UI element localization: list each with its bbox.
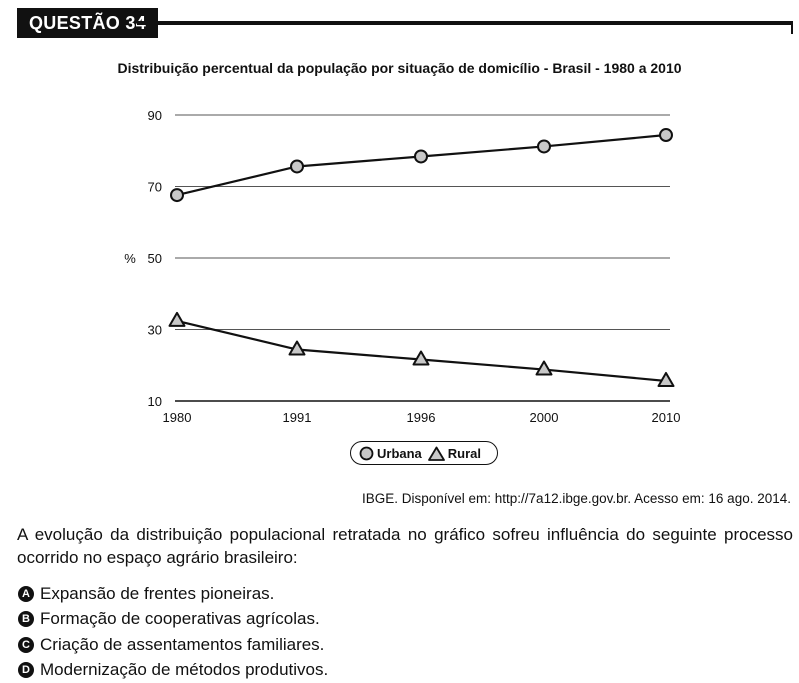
option-c[interactable]: C Criação de assentamentos familiares. — [18, 632, 328, 658]
x-tick-label: 1980 — [163, 410, 192, 425]
data-point-rural — [412, 350, 430, 366]
data-point-rural — [288, 340, 306, 356]
question-text: A evolução da distribuição populacional … — [17, 525, 793, 567]
x-tick-label: 2000 — [530, 410, 559, 425]
option-b-letter-icon: B — [18, 611, 34, 628]
option-a[interactable]: A Expansão de frentes pioneiras. — [18, 581, 328, 607]
data-point-urbana — [659, 128, 673, 143]
data-point-urbana — [414, 149, 428, 164]
y-tick-label: 50 — [148, 251, 162, 266]
option-c-letter-icon: C — [18, 636, 34, 653]
data-point-rural — [168, 311, 186, 327]
x-tick-label: 1996 — [407, 410, 436, 425]
legend-triangle-icon — [427, 446, 445, 461]
y-tick-label: 10 — [148, 394, 162, 409]
option-a-letter-icon: A — [18, 585, 34, 602]
chart-legend: Urbana Rural — [350, 441, 498, 465]
header-rule-end — [791, 21, 793, 34]
x-tick-label: 2010 — [652, 410, 681, 425]
data-point-rural — [535, 360, 553, 376]
header-rule — [137, 21, 793, 25]
legend-item-urbana: Urbana — [359, 446, 422, 461]
question-header: QUESTÃO 34 — [17, 8, 793, 38]
chart-title: Distribuição percentual da população por… — [117, 60, 682, 76]
legend-label-urbana: Urbana — [377, 445, 422, 461]
option-c-text: Criação de assentamentos familiares. — [40, 634, 325, 654]
line-chart: 90 70 50 30 10% 1980 1991 1996 2000 2010 — [124, 108, 681, 425]
option-b[interactable]: B Formação de cooperativas agrícolas. — [18, 607, 328, 633]
data-point-urbana — [537, 139, 551, 154]
data-point-urbana — [290, 159, 304, 174]
option-d[interactable]: D Modernização de métodos produtivos. — [18, 658, 328, 683]
y-axis-label: % — [124, 251, 136, 266]
answer-options: A Expansão de frentes pioneiras. B Forma… — [18, 581, 328, 683]
y-tick-label: 90 — [148, 108, 162, 123]
legend-item-rural: Rural — [427, 445, 482, 461]
y-tick-label: 70 — [148, 180, 162, 195]
question-number-badge: QUESTÃO 34 — [17, 8, 159, 38]
x-tick-label: 1991 — [283, 410, 312, 425]
option-d-text: Modernização de métodos produtivos. — [40, 660, 329, 680]
source-citation: IBGE. Disponível em: http://7a12.ibge.go… — [361, 491, 791, 506]
data-point-rural — [657, 371, 675, 387]
data-point-urbana — [170, 188, 184, 203]
legend-label-rural: Rural — [447, 445, 482, 461]
legend-circle-icon — [359, 446, 374, 460]
option-b-text: Formação de cooperativas agrícolas. — [40, 609, 320, 629]
option-a-text: Expansão de frentes pioneiras. — [40, 583, 275, 603]
y-tick-label: 30 — [148, 323, 162, 338]
option-d-letter-icon: D — [18, 662, 34, 679]
